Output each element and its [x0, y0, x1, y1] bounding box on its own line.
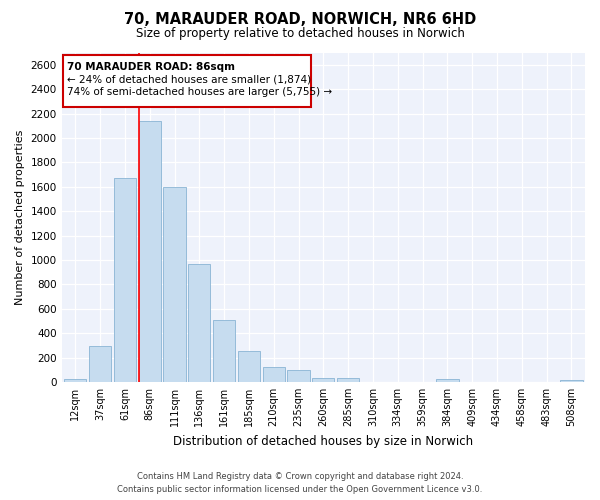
Bar [238, 352, 260, 382]
Bar [64, 380, 86, 382]
Text: 70 MARAUDER ROAD: 86sqm: 70 MARAUDER ROAD: 86sqm [67, 62, 235, 72]
X-axis label: Distribution of detached houses by size in Norwich: Distribution of detached houses by size … [173, 434, 473, 448]
Bar [188, 264, 211, 382]
Bar [263, 366, 285, 382]
Bar [114, 178, 136, 382]
Y-axis label: Number of detached properties: Number of detached properties [15, 130, 25, 305]
Bar [337, 378, 359, 382]
Bar [560, 380, 583, 382]
FancyBboxPatch shape [63, 55, 311, 107]
Text: 70, MARAUDER ROAD, NORWICH, NR6 6HD: 70, MARAUDER ROAD, NORWICH, NR6 6HD [124, 12, 476, 28]
Bar [163, 186, 185, 382]
Text: 74% of semi-detached houses are larger (5,755) →: 74% of semi-detached houses are larger (… [67, 88, 332, 98]
Bar [213, 320, 235, 382]
Bar [312, 378, 334, 382]
Text: ← 24% of detached houses are smaller (1,874): ← 24% of detached houses are smaller (1,… [67, 74, 311, 85]
Bar [89, 346, 111, 382]
Text: Size of property relative to detached houses in Norwich: Size of property relative to detached ho… [136, 28, 464, 40]
Bar [139, 121, 161, 382]
Text: Contains HM Land Registry data © Crown copyright and database right 2024.
Contai: Contains HM Land Registry data © Crown c… [118, 472, 482, 494]
Bar [287, 370, 310, 382]
Bar [436, 380, 458, 382]
